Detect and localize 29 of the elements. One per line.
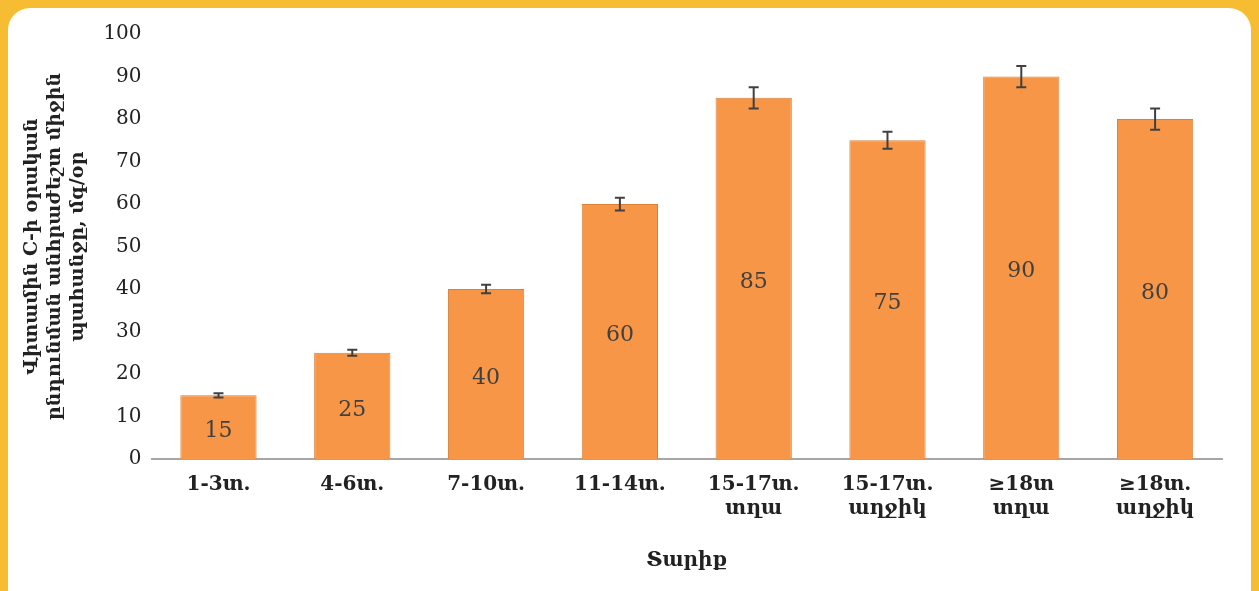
y-tick-label: 10 — [116, 402, 142, 427]
x-tick-label: 1-3տ. — [186, 471, 251, 496]
x-tick-label: 4-6տ. — [320, 471, 385, 496]
data-label: 60 — [605, 321, 634, 347]
data-label: 90 — [1007, 257, 1036, 283]
data-label: 80 — [1141, 278, 1170, 304]
x-tick-label: 15-17տ. տղա — [707, 471, 800, 520]
data-label: 40 — [472, 363, 501, 389]
y-tick-label: 60 — [116, 190, 142, 215]
y-tick-label: 50 — [116, 232, 142, 257]
x-tick-label: ≥18տ. աղջիկ — [1116, 471, 1195, 520]
y-tick-label: 20 — [116, 360, 142, 385]
y-tick-label: 100 — [103, 20, 142, 45]
data-label: 25 — [338, 395, 367, 421]
y-axis-title: Վիտամին C-ի օրական ընդունման անհրաժեշտ միջին պահանջը, մգ/օր — [19, 72, 87, 421]
data-label: 85 — [739, 268, 768, 294]
x-tick-label: 11-14տ. — [574, 471, 666, 496]
y-tick-label: 30 — [116, 317, 142, 342]
y-tick-label: 90 — [116, 62, 142, 87]
y-tick-label: 0 — [128, 445, 142, 470]
y-tick-label: 70 — [116, 147, 142, 172]
x-tick-label: 7-10տ. — [447, 471, 525, 496]
y-tick-label: 40 — [116, 275, 142, 300]
y-tick-label: 80 — [116, 105, 142, 130]
x-tick-label: 15-17տ. աղջիկ — [841, 471, 934, 520]
x-axis-title: Տարիք — [646, 547, 728, 572]
data-label: 75 — [873, 289, 902, 315]
data-label: 15 — [204, 416, 233, 442]
x-tick-label: ≥18տ տղա — [988, 471, 1055, 520]
